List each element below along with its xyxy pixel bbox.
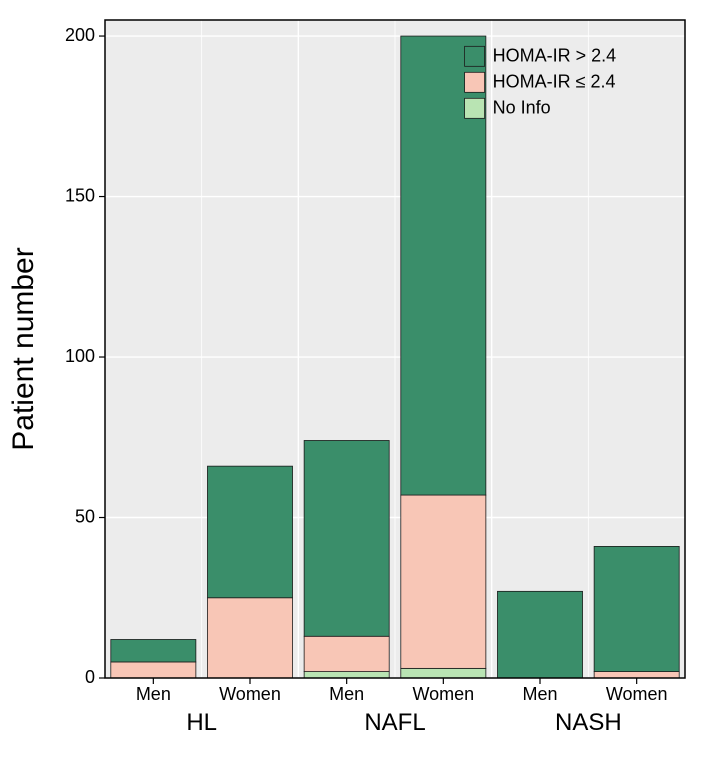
subgroup-label: Men: [136, 684, 171, 704]
subgroup-label: Men: [329, 684, 364, 704]
legend-label: HOMA-IR > 2.4: [493, 45, 617, 65]
bar-segment: [304, 672, 389, 678]
subgroup-label: Women: [412, 684, 474, 704]
bar-segment: [594, 546, 679, 671]
y-tick-label: 0: [85, 667, 95, 687]
bar-segment: [207, 466, 292, 598]
bar-segment: [401, 495, 486, 668]
chart-container: Patient number 050100150200MenWomenHLMen…: [0, 0, 709, 765]
group-label: NAFL: [364, 709, 425, 736]
legend-label: No Info: [493, 97, 551, 117]
y-tick-label: 200: [65, 25, 95, 45]
bar-segment: [497, 591, 582, 678]
bar-segment: [304, 636, 389, 671]
bar-segment: [207, 598, 292, 678]
subgroup-label: Women: [219, 684, 281, 704]
bar-segment: [594, 672, 679, 678]
bar-segment: [304, 440, 389, 636]
legend-swatch: [465, 72, 485, 92]
legend-label: HOMA-IR ≤ 2.4: [493, 71, 616, 91]
bar-segment: [111, 639, 196, 661]
y-axis-label: Patient number: [7, 247, 41, 450]
stacked-bar-chart: 050100150200MenWomenHLMenWomenNAFLMenWom…: [0, 0, 709, 765]
subgroup-label: Men: [522, 684, 557, 704]
group-label: NASH: [555, 709, 622, 736]
subgroup-label: Women: [606, 684, 668, 704]
legend-swatch: [465, 46, 485, 66]
bar-segment: [401, 668, 486, 678]
legend-swatch: [465, 98, 485, 118]
bar-segment: [111, 662, 196, 678]
group-label: HL: [186, 709, 217, 736]
y-tick-label: 50: [75, 506, 95, 526]
y-tick-label: 150: [65, 185, 95, 205]
y-tick-label: 100: [65, 346, 95, 366]
